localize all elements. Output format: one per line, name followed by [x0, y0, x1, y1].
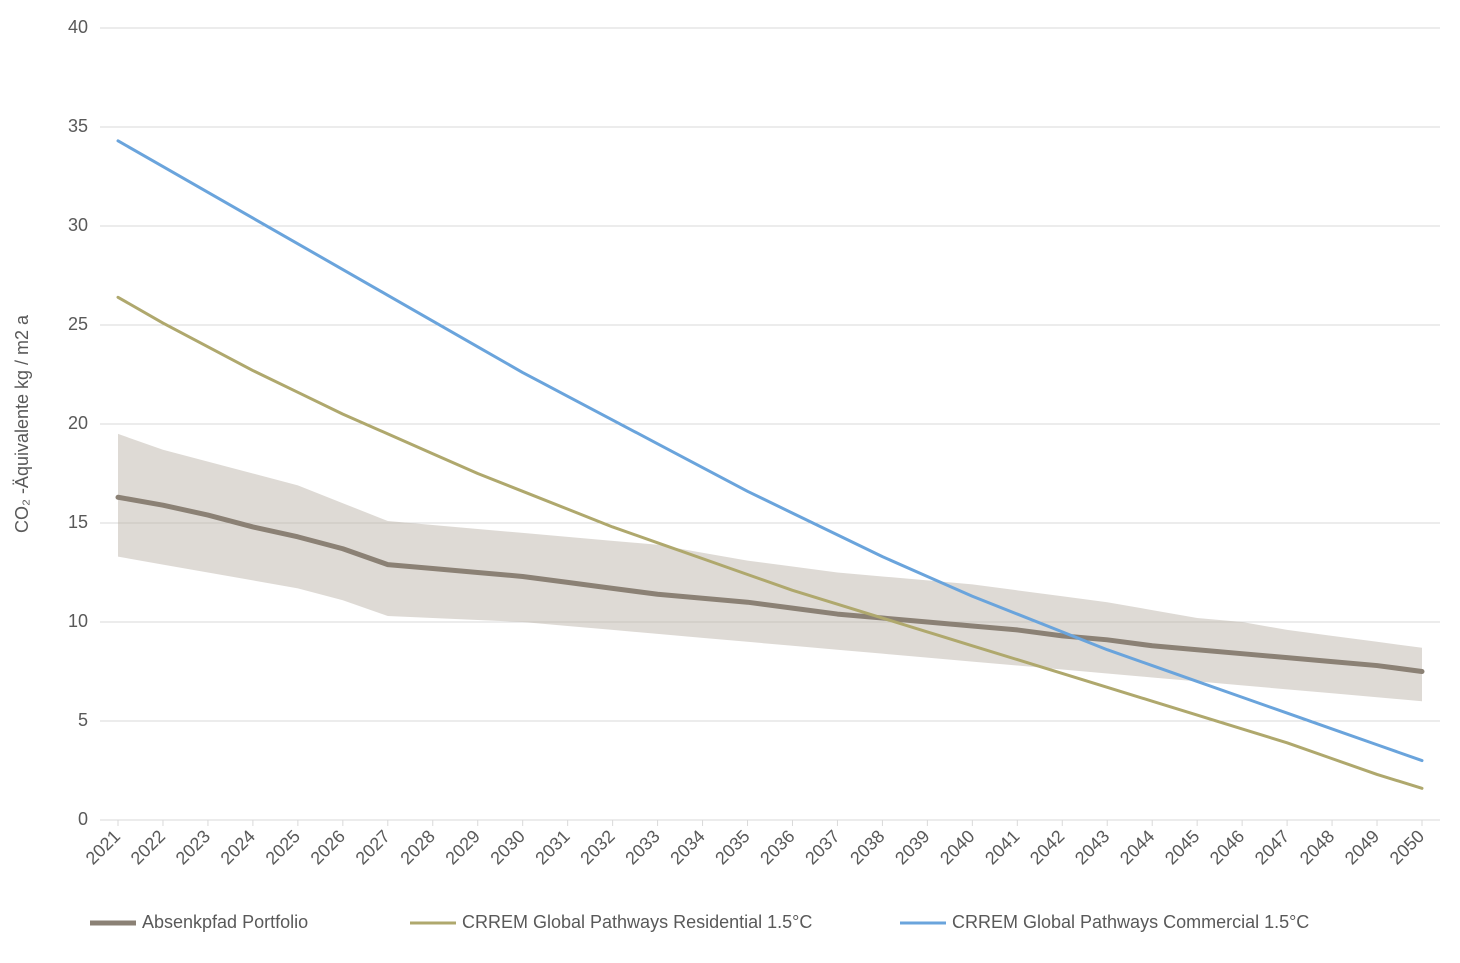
chart-svg: 0510152025303540202120222023202420252026…: [0, 0, 1460, 963]
y-tick-label: 15: [68, 512, 88, 532]
y-tick-label: 5: [78, 710, 88, 730]
y-axis-label: CO₂ -Äquivalente kg / m2 a: [12, 314, 32, 533]
y-tick-label: 35: [68, 116, 88, 136]
y-tick-label: 40: [68, 17, 88, 37]
y-tick-label: 30: [68, 215, 88, 235]
y-tick-label: 25: [68, 314, 88, 334]
legend-label-residential: CRREM Global Pathways Residential 1.5°C: [462, 912, 812, 932]
legend-label-portfolio: Absenkpfad Portfolio: [142, 912, 308, 932]
y-tick-label: 10: [68, 611, 88, 631]
co2-pathways-chart: 0510152025303540202120222023202420252026…: [0, 0, 1460, 963]
y-tick-label: 20: [68, 413, 88, 433]
y-tick-label: 0: [78, 809, 88, 829]
legend-label-commercial: CRREM Global Pathways Commercial 1.5°C: [952, 912, 1309, 932]
legend: Absenkpfad Portfolio CRREM Global Pathway…: [90, 912, 1309, 932]
